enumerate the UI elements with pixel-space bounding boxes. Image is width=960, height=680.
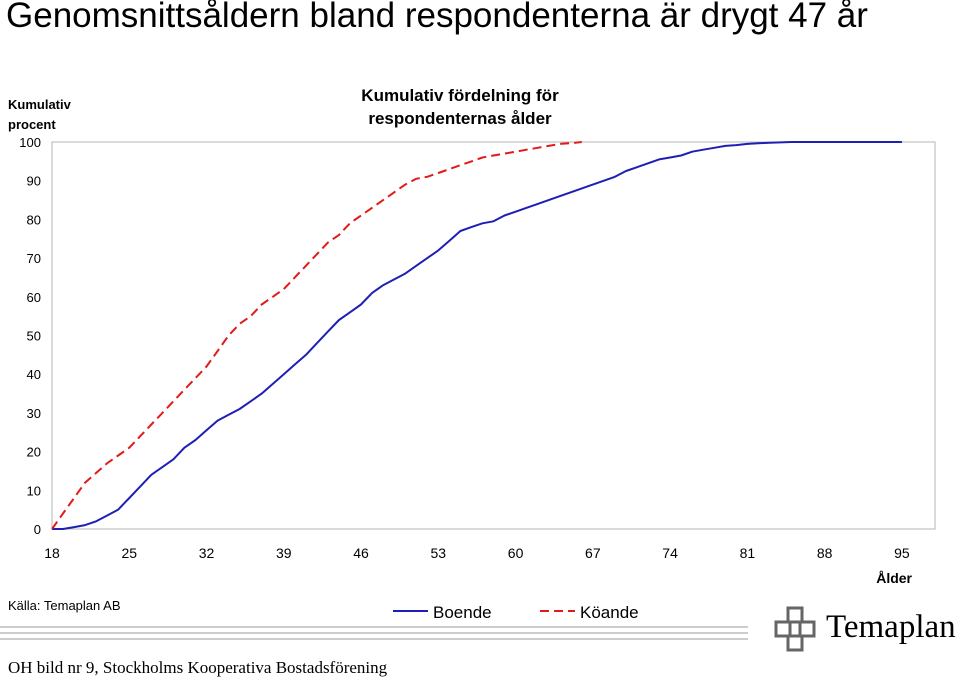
x-tick-label: 53: [431, 545, 447, 561]
legend-label: Köande: [580, 603, 639, 622]
x-tick-label: 74: [662, 545, 678, 561]
y-tick-label: 0: [34, 522, 41, 537]
y-tick-label: 20: [27, 445, 41, 460]
temaplan-logo-icon: [774, 606, 816, 652]
x-tick-label: 81: [740, 545, 756, 561]
y-tick-label: 100: [19, 135, 41, 150]
x-tick-label: 18: [44, 545, 60, 561]
x-tick-label: 60: [508, 545, 524, 561]
x-tick-label: 46: [353, 545, 369, 561]
x-tick-label: 39: [276, 545, 292, 561]
y-axis-label: Kumulativ procent: [8, 97, 71, 132]
y-tick-label: 40: [27, 367, 41, 382]
legend-label: Boende: [433, 603, 492, 622]
x-tick-label: 95: [894, 545, 910, 561]
y-tick-label: 80: [27, 212, 41, 227]
y-tick-label: 50: [27, 329, 41, 344]
x-tick-label: 88: [817, 545, 833, 561]
x-tick-label: 67: [585, 545, 601, 561]
slide-title: Genomsnittsåldern bland respondenterna ä…: [6, 0, 868, 35]
plot-frame: [51, 141, 936, 530]
x-tick-label: 32: [199, 545, 215, 561]
series-line-boende: [52, 141, 902, 530]
chart-title: Kumulativ fördelning för respondenternas…: [361, 86, 559, 128]
y-tick-label: 30: [27, 406, 41, 421]
y-tick-label: 10: [27, 483, 41, 498]
x-tick-label: 25: [121, 545, 137, 561]
series-line-köande: [51, 141, 582, 530]
y-tick-label: 60: [27, 290, 41, 305]
y-tick-label: 90: [27, 174, 41, 189]
x-axis-label: Ålder: [876, 570, 912, 586]
source-note: Källa: Temaplan AB: [8, 598, 121, 613]
y-tick-label: 70: [27, 251, 41, 266]
logo-text: Temaplan: [826, 609, 956, 645]
footer-text: OH bild nr 9, Stockholms Kooperativa Bos…: [8, 658, 388, 677]
